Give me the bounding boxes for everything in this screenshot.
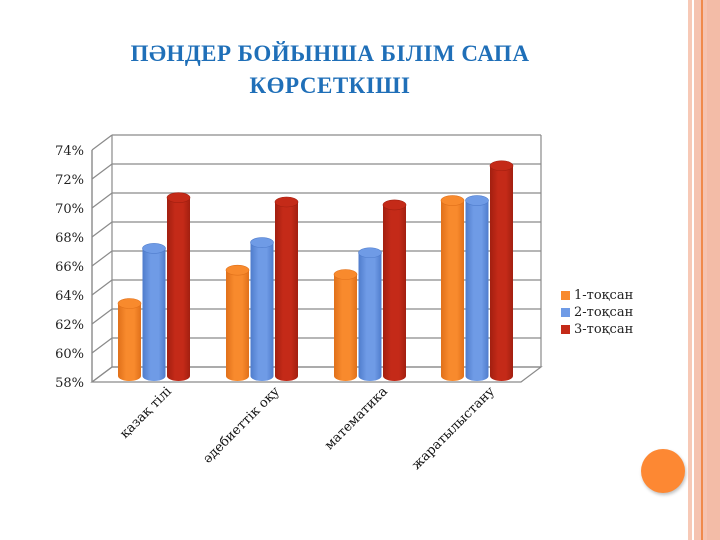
bar (465, 195, 489, 381)
border-strip-2 (694, 0, 701, 540)
side-gridline (91, 163, 113, 180)
side-gridline (91, 279, 113, 296)
y-tick-label: 70% (55, 202, 84, 217)
x-tick-label: қазақ тілі (117, 384, 174, 441)
bar (440, 195, 465, 381)
bar (142, 243, 166, 381)
border-strip-3 (703, 0, 707, 540)
y-tick-label: 68% (55, 231, 84, 246)
right-border-decoration (688, 0, 720, 540)
legend-swatch-q3 (561, 325, 570, 334)
bar (274, 196, 299, 381)
y-tick-label: 72% (55, 173, 84, 188)
legend-label-q1: 1-тоқсан (574, 288, 634, 303)
bar (117, 298, 142, 381)
x-tick-label: әдебиеттік оқу (200, 384, 283, 467)
slide-title-line1: ПӘНДЕР БОЙЫНША БІЛІМ САПА (130, 41, 530, 66)
slide-title-line2: КӨРСЕТКІШІ (249, 73, 411, 98)
y-tick-label: 62% (55, 318, 84, 333)
x-tick-label: математика (322, 384, 391, 453)
slide-title: ПӘНДЕР БОЙЫНША БІЛІМ САПА КӨРСЕТКІШІ (40, 38, 620, 102)
side-gridline (91, 134, 113, 151)
border-strip-1 (688, 0, 692, 540)
bar (382, 199, 407, 381)
legend-swatch-q2 (561, 308, 570, 317)
y-tick-label: 64% (55, 289, 84, 304)
legend-swatch-q1 (561, 291, 570, 300)
decorative-orange-circle (641, 449, 685, 493)
y-tick-label: 74% (55, 144, 84, 159)
side-gridline (91, 221, 113, 238)
side-gridline (91, 192, 113, 209)
x-tick-label: жаратылыстану (409, 384, 498, 473)
side-gridline (91, 308, 113, 325)
side-gridline (91, 250, 113, 267)
y-tick-label: 66% (55, 260, 84, 275)
bar (358, 247, 382, 381)
chart-legend: 1-тоқсан 2-тоқсан 3-тоқсан (561, 287, 633, 338)
legend-label-q3: 3-тоқсан (574, 322, 634, 337)
legend-label-q2: 2-тоқсан (574, 305, 634, 320)
legend-item-q2: 2-тоқсан (561, 304, 633, 321)
border-strip-line (701, 0, 703, 540)
chart-floor (90, 366, 543, 383)
bars (117, 160, 514, 381)
bar (166, 192, 191, 381)
border-strip-4 (707, 0, 720, 540)
bar (250, 237, 274, 381)
y-tick-label: 58% (55, 376, 84, 391)
bar (225, 264, 250, 381)
bar (489, 160, 514, 381)
legend-item-q1: 1-тоқсан (561, 287, 633, 304)
bar (333, 269, 358, 381)
legend-item-q3: 3-тоқсан (561, 321, 633, 338)
y-tick-label: 60% (55, 347, 84, 362)
side-gridline (91, 337, 113, 354)
border-strip-white (692, 0, 694, 540)
